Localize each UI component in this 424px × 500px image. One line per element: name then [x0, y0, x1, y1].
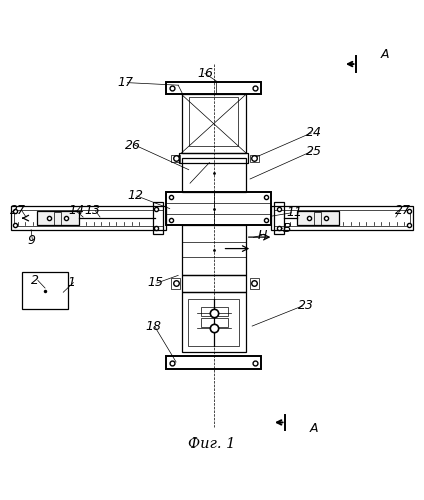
Text: 25: 25 — [306, 145, 322, 158]
Text: 24: 24 — [306, 126, 322, 140]
Text: 9: 9 — [27, 234, 35, 247]
Bar — [166, 82, 261, 94]
Text: 13: 13 — [85, 204, 101, 217]
Bar — [181, 292, 246, 352]
Bar — [181, 94, 246, 153]
Bar — [181, 274, 246, 292]
Bar — [201, 318, 228, 327]
Text: 17: 17 — [117, 76, 134, 89]
Bar — [181, 158, 246, 192]
Text: 1: 1 — [68, 276, 76, 289]
Bar — [54, 212, 61, 224]
Text: 12: 12 — [127, 190, 143, 202]
Bar — [181, 224, 246, 274]
Bar — [153, 202, 163, 234]
Text: 2: 2 — [31, 274, 39, 287]
Bar — [14, 210, 163, 226]
Text: 15: 15 — [147, 276, 163, 289]
Bar — [314, 212, 321, 224]
Bar — [271, 206, 413, 230]
Text: B: B — [283, 222, 292, 234]
Bar — [188, 299, 239, 346]
Bar — [274, 210, 410, 226]
Text: 23: 23 — [298, 300, 314, 312]
Bar — [201, 308, 228, 316]
Bar — [166, 356, 261, 369]
Text: 11: 11 — [286, 206, 302, 220]
Bar — [250, 278, 259, 289]
Bar — [296, 210, 339, 226]
Text: 26: 26 — [125, 138, 140, 151]
Bar — [171, 278, 180, 289]
Bar — [171, 155, 180, 162]
Bar — [22, 272, 68, 309]
Bar — [11, 206, 165, 230]
Bar — [36, 210, 79, 226]
Text: 16: 16 — [198, 67, 214, 80]
Text: A: A — [380, 48, 389, 62]
Text: Фиг. 1: Фиг. 1 — [188, 436, 236, 450]
Text: 18: 18 — [146, 320, 162, 334]
Text: H: H — [257, 228, 267, 241]
Text: A: A — [310, 422, 318, 435]
Text: 27: 27 — [11, 204, 26, 217]
Bar — [179, 153, 248, 164]
Bar — [189, 97, 238, 146]
Bar — [250, 155, 259, 162]
Text: 14: 14 — [68, 204, 84, 217]
Bar — [165, 192, 271, 226]
Text: 27: 27 — [395, 204, 411, 217]
Bar — [274, 202, 284, 234]
